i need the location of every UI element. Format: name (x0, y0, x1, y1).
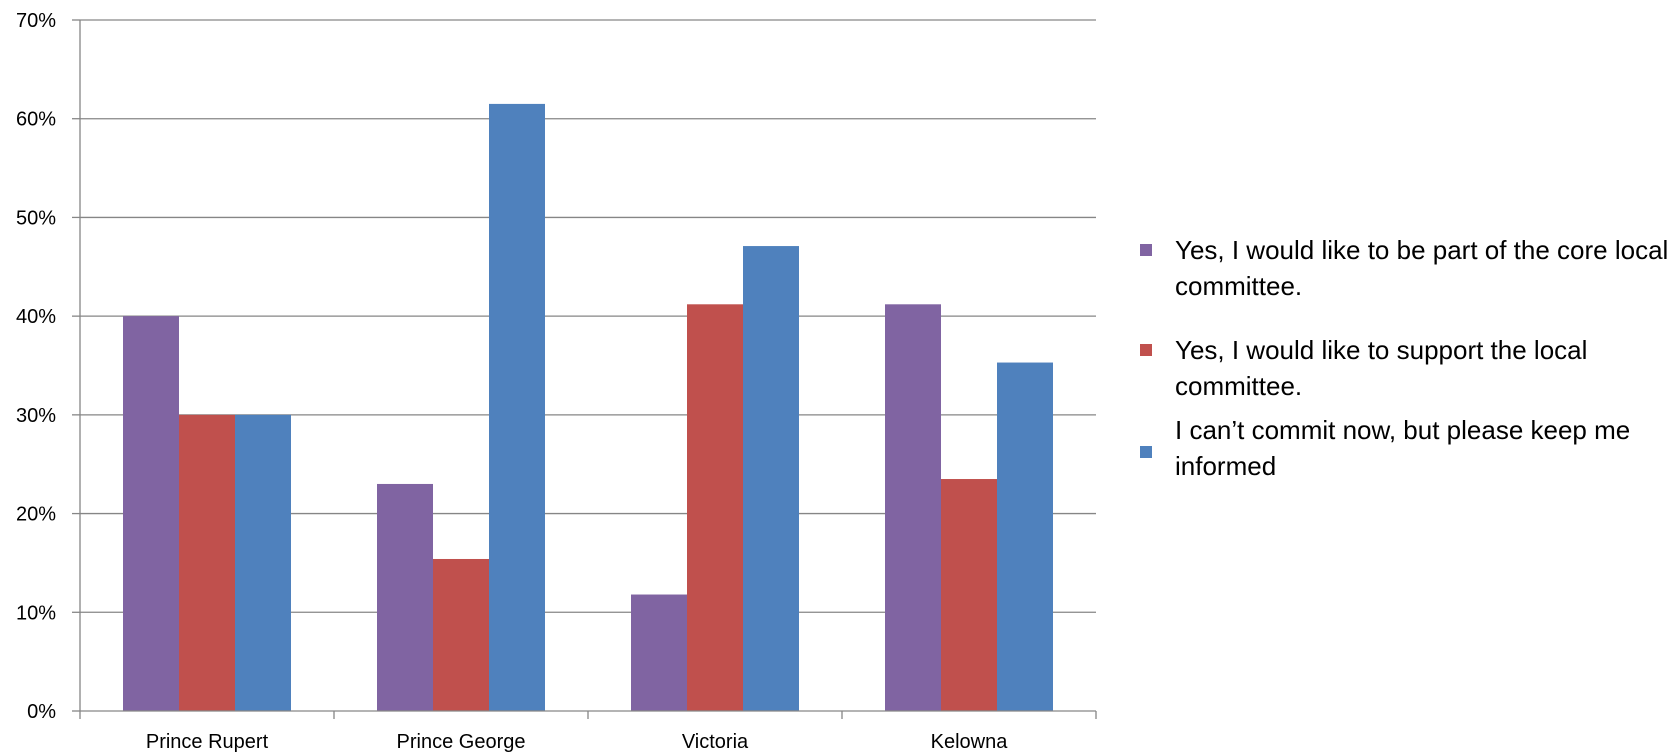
legend-label: Yes, I would like to be part of the core… (1175, 235, 1669, 301)
bars (123, 103, 1053, 711)
y-tick-label: 50% (16, 207, 56, 229)
bar (123, 316, 179, 711)
bar (631, 594, 687, 711)
bar (941, 479, 997, 711)
legend-item: Yes, I would like to be part of the core… (1140, 232, 1673, 304)
y-tick-label: 70% (16, 10, 56, 32)
bar (433, 558, 489, 711)
x-tick-label: Victoria (682, 731, 749, 753)
axes (72, 19, 1097, 719)
y-tick-label: 10% (16, 602, 56, 624)
bar (179, 414, 235, 711)
bar (997, 362, 1053, 711)
legend-item: Yes, I would like to support the local c… (1140, 332, 1673, 404)
x-tick-labels: Prince Rupert Prince George Victoria Kelown… (146, 731, 1008, 753)
bar (885, 304, 941, 711)
y-tick-labels: 0% 10% 20% 30% 40% 50% 60% 70% (16, 10, 56, 723)
bar (489, 103, 545, 711)
bar (377, 483, 433, 711)
bar (743, 246, 799, 711)
legend-item: I can’t commit now, but please keep me i… (1140, 412, 1673, 484)
bar (235, 414, 291, 711)
legend-label: Yes, I would like to support the local c… (1175, 335, 1588, 401)
legend-swatch (1140, 344, 1152, 356)
y-tick-label: 40% (16, 306, 56, 328)
y-tick-label: 30% (16, 405, 56, 427)
y-tick-label: 20% (16, 504, 56, 526)
x-tick-label: Prince Rupert (146, 731, 269, 753)
legend-swatch (1140, 446, 1152, 458)
bar (687, 304, 743, 711)
legend-label: I can’t commit now, but please keep me i… (1175, 415, 1631, 481)
x-tick-label: Prince George (397, 731, 526, 753)
y-tick-label: 0% (27, 701, 56, 723)
x-tick-label: Kelowna (931, 731, 1009, 753)
legend-swatch (1140, 244, 1152, 256)
y-tick-label: 60% (16, 109, 56, 131)
